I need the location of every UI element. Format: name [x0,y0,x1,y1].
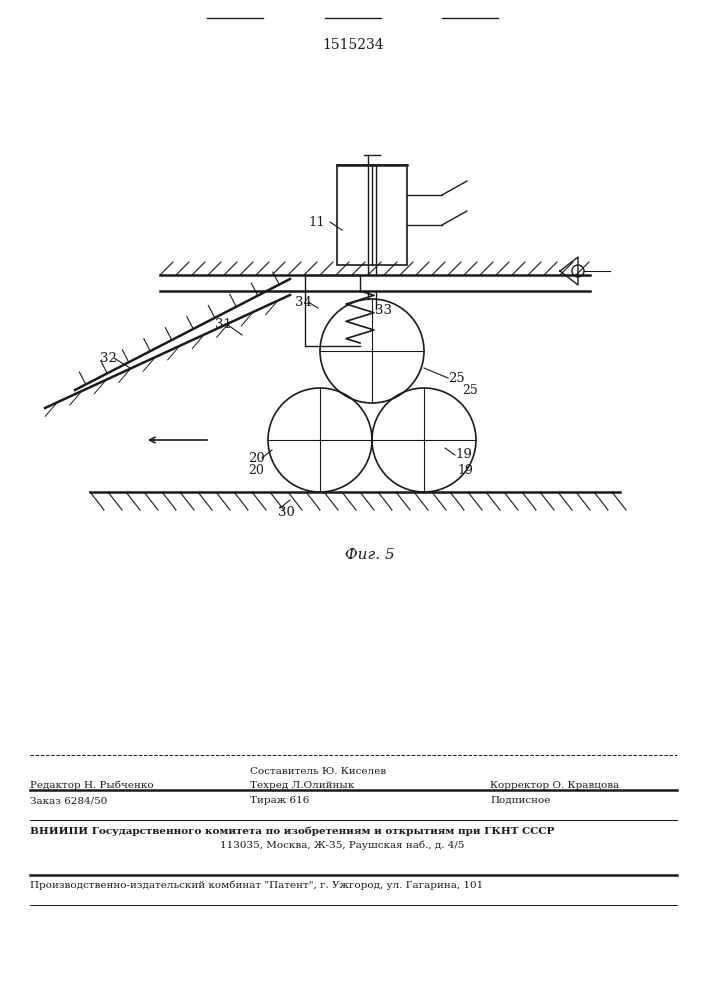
Text: Заказ 6284/50: Заказ 6284/50 [30,796,107,805]
Text: Фиг. 5: Фиг. 5 [345,548,395,562]
Text: 11: 11 [308,216,325,229]
Bar [337,165,407,265]
Text: 30: 30 [278,506,295,518]
Text: Техред Л.Олийнык: Техред Л.Олийнык [250,781,354,790]
Text: Тираж 616: Тираж 616 [250,796,309,805]
Text: Подписное: Подписное [490,796,550,805]
Text: 1515234: 1515234 [322,38,384,52]
Text: 25: 25 [448,371,464,384]
Text: 33: 33 [375,304,392,316]
Text: 113035, Москва, Ж-35, Раушская наб., д. 4/5: 113035, Москва, Ж-35, Раушская наб., д. … [220,840,464,850]
Text: Корректор О. Кравцова: Корректор О. Кравцова [490,781,619,790]
Text: 20: 20 [248,464,264,477]
Text: ВНИИПИ Государственного комитета по изобретениям и открытиям при ГКНТ СССР: ВНИИПИ Государственного комитета по изоб… [30,826,554,836]
Text: 19: 19 [455,448,472,462]
Text: Редактор Н. Рыбченко: Редактор Н. Рыбченко [30,781,153,790]
Text: 32: 32 [100,352,117,364]
Text: 31: 31 [215,318,232,332]
Text: 20: 20 [248,452,264,464]
Text: 25: 25 [462,383,478,396]
Text: Составитель Ю. Киселев: Составитель Ю. Киселев [250,767,386,776]
Text: Производственно-издательский комбинат "Патент", г. Ужгород, ул. Гагарина, 101: Производственно-издательский комбинат "П… [30,881,484,890]
Text: 34: 34 [295,296,312,308]
Text: 19: 19 [457,464,473,477]
